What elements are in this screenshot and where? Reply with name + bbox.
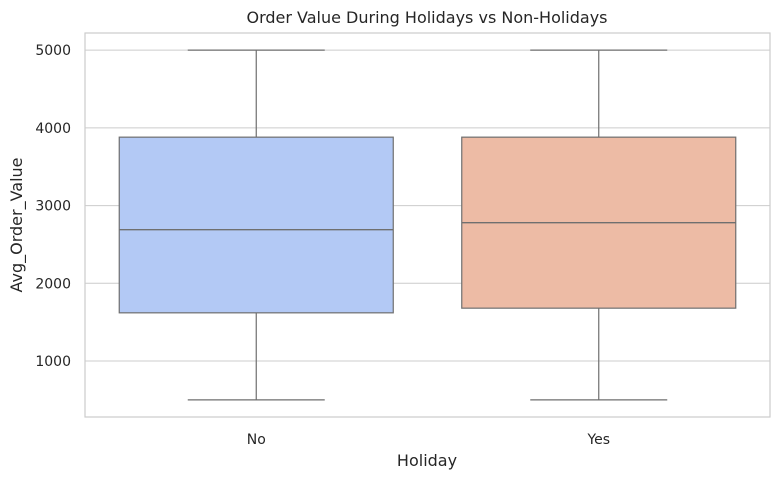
x-tick-labels: No Yes xyxy=(247,432,610,448)
y-tick-labels: 1000 2000 3000 4000 5000 xyxy=(35,43,71,370)
x-axis-label: Holiday xyxy=(397,451,457,470)
y-tick-label: 4000 xyxy=(35,121,71,137)
x-tick-label: No xyxy=(247,432,266,448)
x-tick-label: Yes xyxy=(586,432,610,448)
y-tick-label: 2000 xyxy=(35,276,71,292)
y-tick-label: 5000 xyxy=(35,43,71,59)
box-no xyxy=(118,49,394,401)
y-axis-label: Avg_Order_Value xyxy=(7,157,27,292)
iqr-box xyxy=(118,136,394,314)
plot-frame xyxy=(84,32,771,418)
y-tick-label: 3000 xyxy=(35,199,71,215)
y-tick-label: 1000 xyxy=(35,354,71,370)
box-yes xyxy=(461,49,737,401)
box-series xyxy=(118,49,737,401)
chart-title: Order Value During Holidays vs Non-Holid… xyxy=(246,8,607,27)
